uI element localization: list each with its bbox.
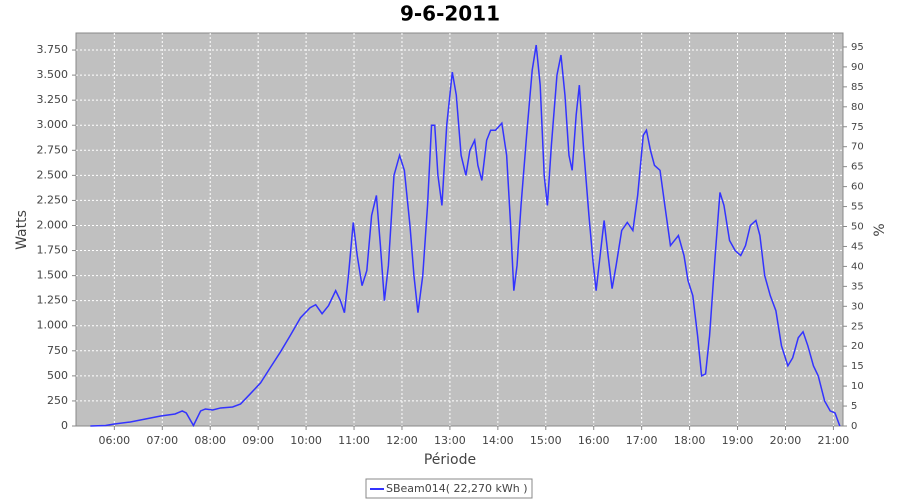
y2-tick-label: 60 [851, 182, 864, 193]
y2-tick-label: 75 [851, 122, 864, 133]
y2-tick-label: 85 [851, 82, 864, 93]
y-tick-label: 3.500 [37, 68, 69, 81]
y2-tick-label: 70 [851, 142, 864, 153]
x-tick-label: 11:00 [338, 434, 370, 447]
y2-tick-label: 45 [851, 241, 864, 252]
chart-title: 9-6-2011 [400, 2, 500, 26]
y-tick-label: 0 [61, 419, 68, 432]
x-tick-label: 13:00 [434, 434, 466, 447]
y-tick-label: 2.750 [37, 143, 69, 156]
legend-label: SBeam014( 22,270 kWh ) [386, 482, 528, 495]
legend-box [365, 478, 533, 499]
x-tick-label: 17:00 [626, 434, 658, 447]
y-tick-label: 2.250 [37, 193, 69, 206]
y2-tick-label: 40 [851, 261, 864, 272]
plot-area [75, 32, 844, 427]
y2-tick-label: 50 [851, 222, 864, 233]
x-tick-label: 12:00 [386, 434, 418, 447]
x-tick-label: 08:00 [194, 434, 226, 447]
y-tick-label: 1.000 [37, 319, 69, 332]
line-series [90, 44, 841, 428]
y-tick-label: 1.500 [37, 269, 69, 282]
y2-tick-label: 80 [851, 102, 864, 113]
y2-axis-title: % [872, 223, 888, 236]
x-tick-label: 14:00 [482, 434, 514, 447]
y-tick-label: 2.500 [37, 168, 69, 181]
x-tick-label: 15:00 [530, 434, 562, 447]
x-tick-label: 10:00 [290, 434, 322, 447]
x-tick-label: 06:00 [98, 434, 130, 447]
y2-tick-label: 0 [851, 421, 857, 432]
y2-tick-label: 10 [851, 381, 864, 392]
x-axis-title: Période [424, 452, 476, 468]
y-tick-label: 750 [47, 344, 68, 357]
y2-tick-label: 30 [851, 301, 864, 312]
y-axis-title: Watts [14, 210, 30, 250]
y-tick-label: 500 [47, 369, 68, 382]
x-tick-label: 07:00 [146, 434, 178, 447]
x-tick-label: 18:00 [674, 434, 706, 447]
x-tick-label: 16:00 [578, 434, 610, 447]
y-tick-label: 2.000 [37, 218, 69, 231]
y-tick-label: 1.250 [37, 294, 69, 307]
y2-tick-label: 95 [851, 42, 864, 53]
y2-tick-label: 35 [851, 281, 864, 292]
y2-tick-label: 65 [851, 162, 864, 173]
y2-tick-label: 90 [851, 62, 864, 73]
y2-tick-label: 55 [851, 202, 864, 213]
x-tick-label: 09:00 [242, 434, 274, 447]
y-tick-label: 3.000 [37, 118, 69, 131]
x-tick-label: 19:00 [722, 434, 754, 447]
y2-tick-label: 25 [851, 321, 864, 332]
x-tick-label: 20:00 [770, 434, 802, 447]
y2-tick-label: 15 [851, 361, 864, 372]
y-tick-label: 250 [47, 394, 68, 407]
x-tick-label: 21:00 [818, 434, 850, 447]
y-tick-label: 3.250 [37, 93, 69, 106]
y2-tick-label: 5 [851, 401, 857, 412]
y2-tick-label: 20 [851, 341, 864, 352]
y-tick-label: 1.750 [37, 244, 69, 257]
y-tick-label: 3.750 [37, 43, 69, 56]
